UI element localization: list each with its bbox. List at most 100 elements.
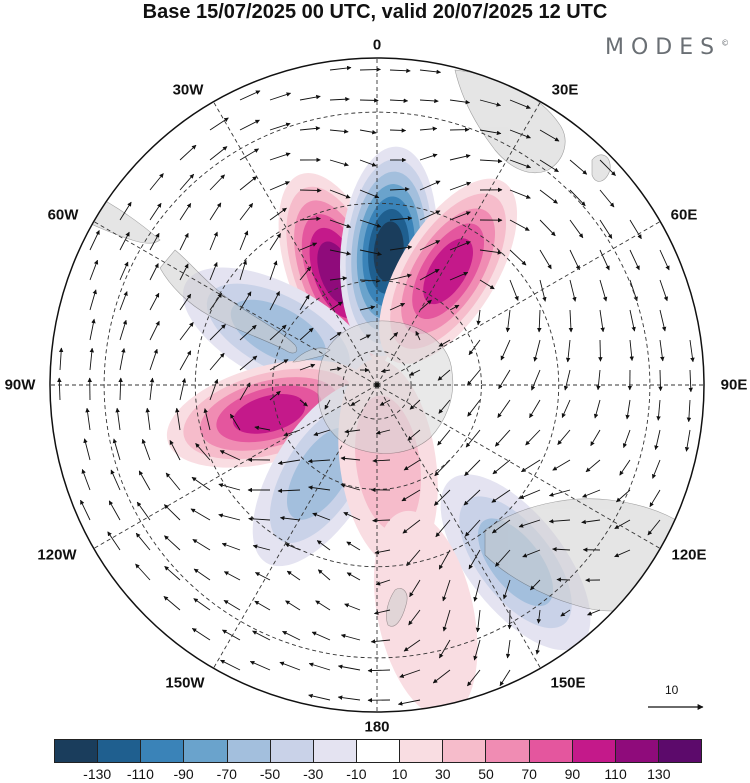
- wind-vector: [407, 429, 421, 441]
- wind-vector: [442, 609, 451, 632]
- wind-vector: [614, 519, 631, 529]
- wind-vector: [449, 99, 471, 105]
- colorbar-tick-label: 90: [564, 766, 581, 782]
- wind-vector: [346, 541, 361, 551]
- anomaly-contour: [373, 510, 478, 712]
- wind-vector: [269, 359, 289, 371]
- wind-vector: [479, 158, 503, 164]
- wind-vector: [560, 609, 571, 617]
- modes-logo: MODES©: [605, 35, 729, 60]
- wind-vector: [659, 309, 667, 332]
- wind-vector: [239, 382, 251, 401]
- wind-vector: [221, 542, 241, 551]
- colorbar-swatch: [313, 740, 357, 762]
- wind-vector: [359, 219, 382, 228]
- wind-vector: [149, 292, 160, 311]
- wind-vector: [149, 348, 158, 371]
- wind-vector: [688, 369, 693, 393]
- wind-vector: [312, 512, 331, 521]
- map-boundary: [49, 57, 705, 713]
- wind-vector: [317, 569, 331, 581]
- wind-vector: [509, 249, 527, 266]
- latitude-circle: [342, 350, 412, 420]
- meridian-line: [376, 384, 541, 669]
- wind-vector: [164, 535, 181, 551]
- wind-vector: [689, 339, 695, 363]
- wind-vector: [389, 128, 407, 133]
- meridian-line: [376, 101, 541, 386]
- wind-vector: [629, 219, 642, 240]
- wind-vector: [329, 276, 348, 281]
- wind-vector: [179, 263, 189, 281]
- wind-vector: [223, 571, 241, 581]
- wind-vector: [254, 425, 271, 431]
- wind-vector: [684, 429, 691, 452]
- lon-label-0: 0: [372, 36, 382, 54]
- wind-vector: [375, 429, 391, 435]
- anomaly-contour: [232, 394, 306, 434]
- wind-vector: [419, 126, 438, 132]
- colorbar-swatch: [141, 740, 185, 762]
- wind-vector: [569, 249, 580, 271]
- wind-vector: [89, 259, 99, 281]
- wind-vector: [89, 347, 95, 371]
- wind-vector: [209, 231, 218, 251]
- lon-label-30w: 30W: [172, 81, 204, 99]
- colorbar-swatch: [356, 740, 401, 762]
- wind-vector: [449, 181, 472, 191]
- wind-vector: [299, 266, 312, 281]
- wind-vector: [502, 579, 511, 600]
- wind-vector: [179, 144, 197, 161]
- wind-vector: [175, 407, 181, 431]
- wind-vector: [518, 519, 541, 528]
- wind-vector: [163, 504, 181, 521]
- wind-vector: [499, 669, 511, 687]
- wind-vector: [149, 377, 155, 401]
- brand-name: MODES: [605, 35, 722, 60]
- wind-vector: [535, 639, 541, 655]
- wind-vector: [110, 469, 121, 491]
- wind-vector: [269, 324, 287, 341]
- wind-vector: [548, 489, 571, 497]
- wind-vector: [599, 249, 610, 271]
- map-title: Base 15/07/2025 00 UTC, valid 20/07/2025…: [142, 1, 608, 23]
- colorbar-swatch: [486, 740, 530, 762]
- lon-label-120w: 120W: [37, 546, 77, 564]
- wind-vector: [419, 98, 439, 104]
- wind-vector: [359, 334, 371, 341]
- wind-vector: [419, 69, 442, 75]
- wind-vector: [582, 489, 601, 498]
- wind-vector: [557, 429, 571, 445]
- wind-vector: [656, 399, 661, 421]
- colorbar-swatch: [184, 740, 228, 762]
- wind-vector: [587, 609, 601, 616]
- colorbar-tick-label: -50: [259, 766, 281, 782]
- wind-vector: [406, 549, 421, 567]
- south-pole-marker: [374, 382, 380, 388]
- wind-vector: [401, 489, 421, 502]
- wind-vector: [686, 399, 692, 423]
- wind-vector: [337, 664, 361, 671]
- wind-vector: [58, 347, 64, 371]
- wind-vector: [277, 488, 301, 494]
- colorbar-tick-label: -110: [126, 766, 154, 782]
- wind-vector: [149, 173, 164, 191]
- wind-vector: [218, 483, 241, 491]
- antarctica-shape: [317, 320, 454, 454]
- wind-vector: [467, 399, 481, 417]
- wind-vector: [179, 378, 187, 401]
- colorbar-swatch: [98, 740, 142, 762]
- wind-vector: [649, 489, 661, 508]
- antarctic-peninsula-shape: [292, 347, 331, 363]
- wind-vector: [299, 242, 318, 251]
- wind-vector: [409, 579, 421, 598]
- wind-vector: [119, 291, 128, 311]
- wind-vector: [389, 245, 413, 251]
- wind-vector: [509, 189, 531, 199]
- wind-vector: [269, 390, 281, 401]
- wind-vector: [340, 456, 361, 461]
- wind-vector: [389, 332, 399, 341]
- wind-vector: [149, 202, 162, 221]
- colorbar-swatch: [227, 740, 271, 762]
- wind-vector: [209, 202, 222, 221]
